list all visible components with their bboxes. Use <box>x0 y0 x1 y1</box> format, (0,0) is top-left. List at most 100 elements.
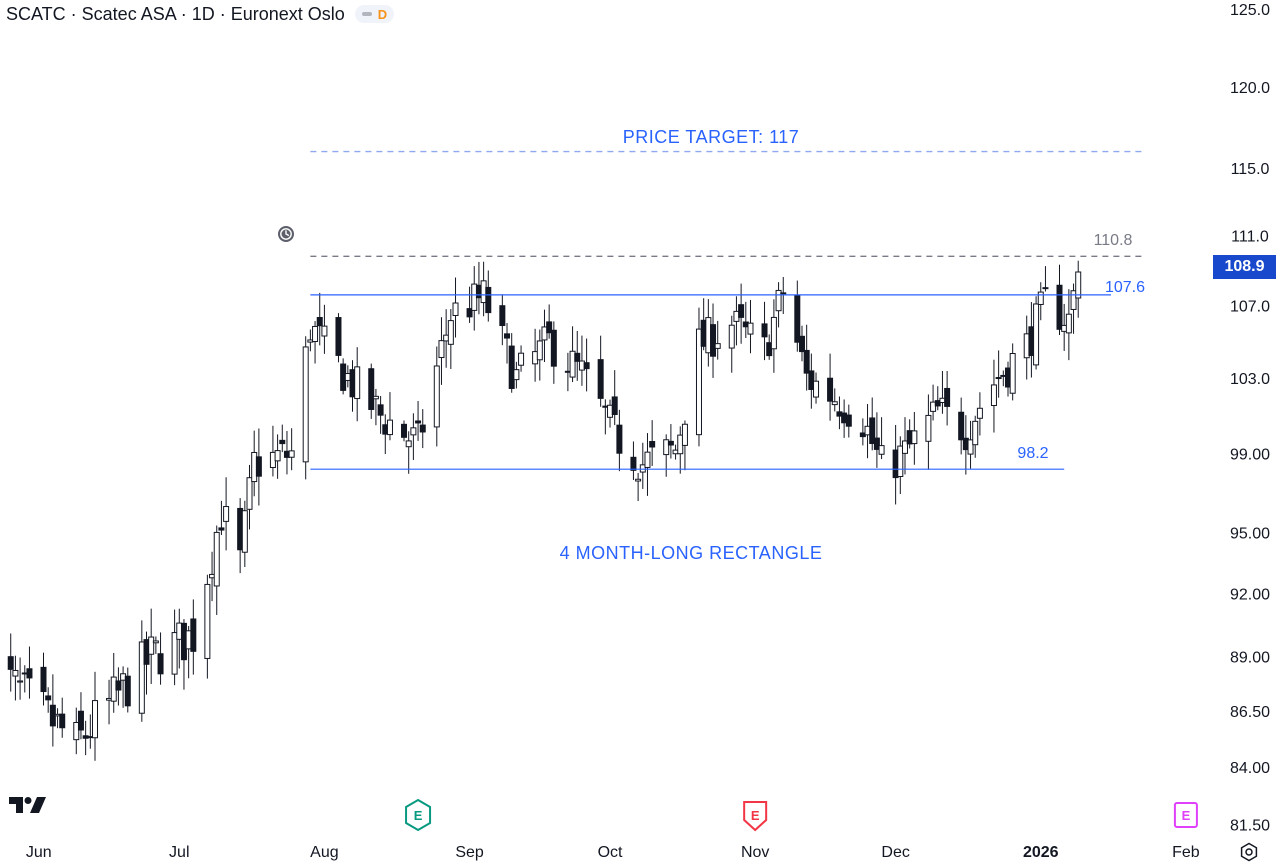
candle <box>546 304 553 339</box>
candle <box>649 420 656 466</box>
y-tick-label: 107.0 <box>1230 299 1270 316</box>
x-tick-label: Nov <box>741 844 769 861</box>
candle <box>59 697 66 738</box>
candle <box>386 392 393 441</box>
candle <box>213 525 220 615</box>
y-tick-label: 111.0 <box>1231 229 1269 246</box>
candle <box>223 477 230 551</box>
y-tick-label: 95.00 <box>1230 525 1270 542</box>
svg-text:E: E <box>414 808 423 823</box>
candle <box>967 420 974 469</box>
candle <box>377 395 384 434</box>
x-tick-label: Dec <box>881 844 909 861</box>
candle <box>667 424 674 459</box>
candle <box>775 282 782 328</box>
candle <box>17 657 24 700</box>
candle <box>321 304 328 354</box>
candle <box>845 404 852 438</box>
y-tick-label: 86.50 <box>1230 704 1270 721</box>
candle <box>873 412 880 468</box>
candle <box>972 415 979 458</box>
earnings-icon[interactable]: E <box>405 798 432 832</box>
candle <box>7 633 14 692</box>
y-tick-label: 84.00 <box>1230 760 1270 777</box>
candle <box>368 363 375 419</box>
settings-icon[interactable] <box>1239 842 1259 862</box>
x-axis[interactable]: Jun Jul Aug Sep Oct Nov Dec 2026 Feb <box>26 844 1200 861</box>
candle <box>710 303 717 378</box>
candle <box>995 350 1002 398</box>
y-axis[interactable]: 125.0 120.0 115.0 111.0 107.0 103.0 99.00 95.00… <box>1230 2 1270 834</box>
candle <box>508 333 515 393</box>
candle <box>827 353 834 421</box>
earnings-icon[interactable]: E <box>1173 802 1198 828</box>
candle <box>115 667 122 706</box>
y-tick-label: 120.0 <box>1230 80 1270 97</box>
candle <box>180 619 187 690</box>
candle <box>1042 266 1049 292</box>
x-tick-label: Oct <box>598 844 623 861</box>
candle <box>583 338 590 392</box>
candle <box>663 434 670 477</box>
candle <box>12 655 19 701</box>
candle <box>878 417 885 460</box>
candle <box>405 431 412 474</box>
candle <box>897 436 904 495</box>
rectangle-annotation: 4 MONTH-LONG RECTANGLE <box>560 543 823 563</box>
y-tick-label: 92.00 <box>1230 587 1270 604</box>
candle <box>639 442 646 489</box>
x-tick-label: Jul <box>169 844 189 861</box>
candle <box>630 441 637 480</box>
candle <box>976 392 983 436</box>
earnings-icon[interactable]: E <box>743 801 768 832</box>
y-tick-label: 99.00 <box>1230 447 1270 464</box>
candle <box>255 428 262 506</box>
candle <box>869 397 876 451</box>
candle <box>1056 264 1063 335</box>
candle <box>372 388 379 426</box>
candle <box>569 326 576 383</box>
x-tick-label: Aug <box>310 844 338 861</box>
candle <box>541 309 548 363</box>
chart-header: SCATC · Scatec ASA · 1D · Euronext Oslo … <box>6 3 395 25</box>
x-tick-label: Sep <box>455 844 484 861</box>
candle <box>354 347 361 422</box>
candle <box>1037 282 1044 321</box>
candle <box>190 599 197 675</box>
candle <box>471 266 478 331</box>
candle <box>813 372 820 404</box>
candle <box>513 361 520 389</box>
candle <box>316 292 323 346</box>
candle <box>798 325 805 362</box>
candle <box>438 317 445 385</box>
candle <box>695 307 702 447</box>
interval-badge[interactable]: D <box>354 5 395 23</box>
candle <box>49 674 56 747</box>
tradingview-logo-icon[interactable] <box>8 794 48 816</box>
candle <box>990 359 997 433</box>
candle <box>911 411 918 465</box>
candle <box>485 270 492 322</box>
alarm-clock-icon[interactable] <box>278 226 294 242</box>
candle <box>635 472 642 501</box>
x-tick-label: Feb <box>1172 844 1200 861</box>
candle <box>747 299 754 354</box>
candle <box>1075 260 1082 318</box>
candle <box>279 424 286 453</box>
candle <box>831 388 838 412</box>
candle <box>611 370 618 426</box>
candle <box>171 609 178 686</box>
candle <box>574 330 581 381</box>
candle <box>157 632 164 685</box>
candle <box>728 315 735 373</box>
y-tick-label: 81.50 <box>1230 818 1270 835</box>
candle <box>274 434 281 479</box>
candle <box>681 420 688 471</box>
candle <box>246 464 253 530</box>
candle <box>92 671 99 761</box>
candle <box>1009 343 1016 401</box>
candle <box>770 299 777 373</box>
candle <box>419 409 426 449</box>
